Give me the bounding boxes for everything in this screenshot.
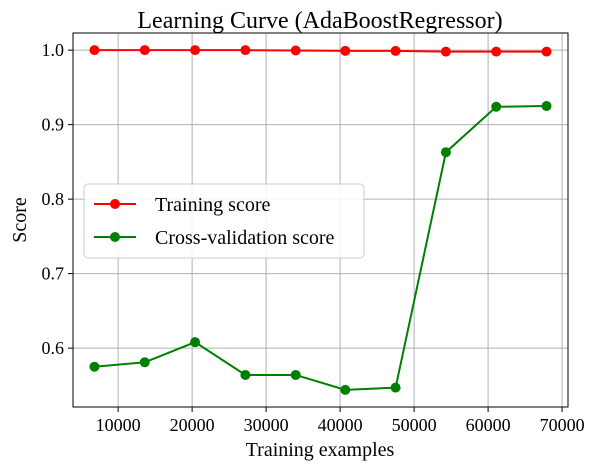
chart-title: Learning Curve (AdaBoostRegressor)	[137, 8, 502, 34]
data-point-cv	[541, 101, 552, 112]
x-tick-label: 10000	[96, 415, 141, 435]
x-tick-label: 70000	[540, 415, 585, 435]
y-tick-label: 0.6	[42, 338, 65, 358]
x-axis-label: Training examples	[246, 439, 395, 461]
data-point-cv	[440, 147, 451, 158]
x-tick-label: 50000	[392, 415, 437, 435]
y-axis-label: Score	[9, 197, 31, 243]
data-point-training	[290, 45, 301, 56]
y-tick-label: 0.9	[42, 115, 65, 135]
data-point-training	[491, 46, 502, 57]
y-tick-label: 1.0	[42, 40, 65, 60]
data-point-training	[440, 46, 451, 57]
data-point-cv	[89, 361, 100, 372]
series-line-training	[94, 49, 547, 53]
data-point-cv	[190, 337, 201, 348]
y-axis-ticks: 0.6 0.7 0.8 0.9 1.0	[42, 40, 73, 358]
legend: Training score Cross-validation score	[83, 183, 365, 259]
y-tick-label: 0.7	[42, 264, 65, 284]
x-tick-label: 60000	[466, 415, 511, 435]
data-point-training	[240, 45, 251, 56]
data-point-training	[340, 45, 351, 56]
data-point-cv	[139, 357, 150, 368]
x-axis-ticks: 10000 20000 30000 40000 50000 60000 70000	[96, 407, 585, 435]
series-line-cv	[94, 105, 547, 391]
legend-box	[83, 183, 365, 259]
y-tick-label: 0.8	[42, 189, 65, 209]
legend-marker-cv	[110, 232, 120, 242]
data-point-cv	[240, 369, 251, 380]
data-point-training	[541, 46, 552, 57]
data-point-training	[190, 45, 201, 56]
data-point-cv	[290, 369, 301, 380]
x-tick-label: 20000	[170, 415, 215, 435]
data-point-cv	[340, 384, 351, 395]
data-point-cv	[390, 382, 401, 393]
legend-label-cv: Cross-validation score	[155, 227, 335, 249]
x-tick-label: 30000	[244, 415, 289, 435]
data-point-training	[390, 45, 401, 56]
data-point-training	[89, 45, 100, 56]
series-layer	[89, 45, 552, 395]
legend-marker-training	[110, 199, 120, 209]
data-point-cv	[491, 101, 502, 112]
data-point-training	[139, 45, 150, 56]
legend-label-training: Training score	[155, 194, 270, 216]
x-tick-label: 40000	[318, 415, 363, 435]
plot-frame	[72, 32, 569, 408]
